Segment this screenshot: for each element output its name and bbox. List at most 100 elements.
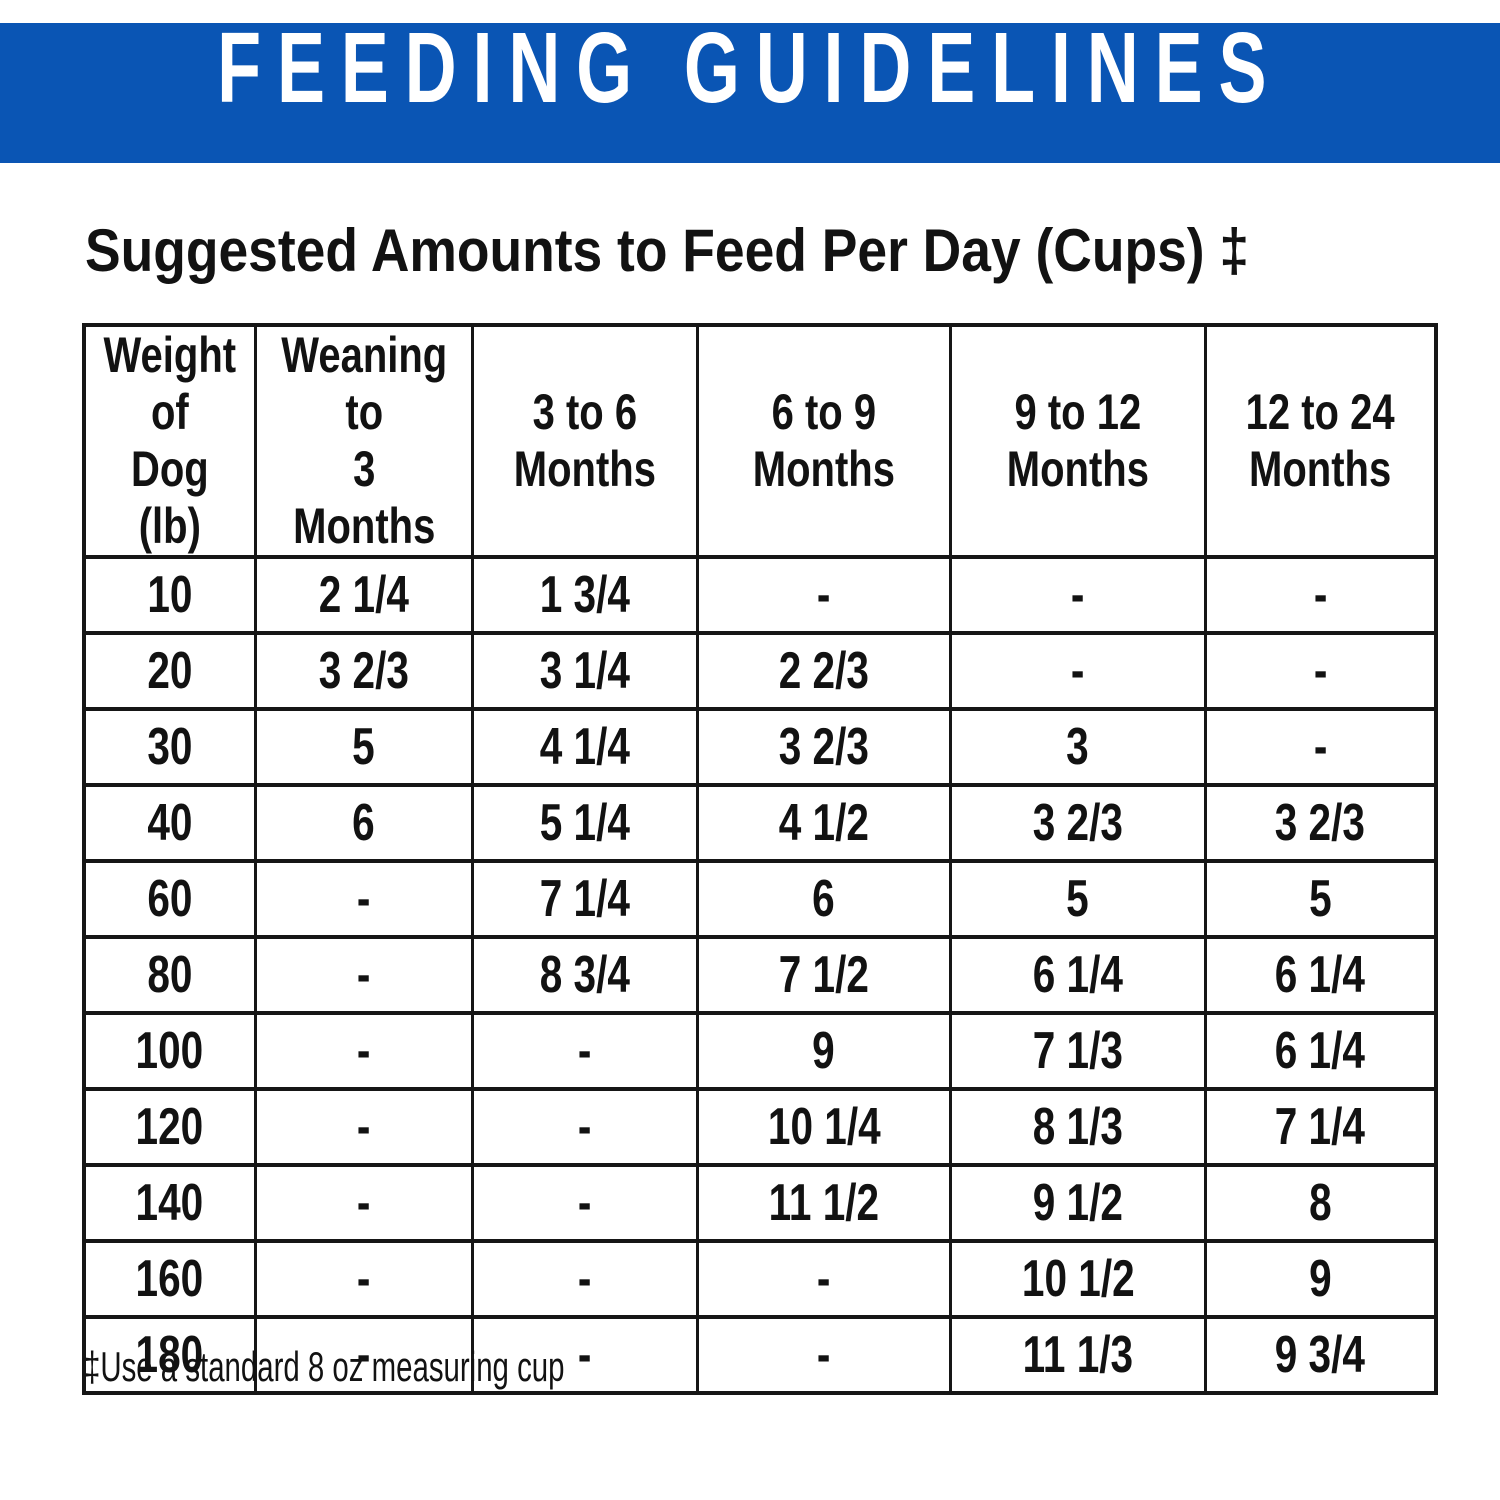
cups-value: 4 1/2 (778, 794, 869, 852)
table-cell: 7 1/4 (471, 859, 699, 939)
cups-value: - (357, 1174, 371, 1232)
table-header-cell: 12 to 24 Months (1203, 323, 1438, 559)
cups-value: - (817, 566, 831, 624)
weight-cell: 100 (82, 1011, 257, 1091)
cups-value: 8 (1308, 1174, 1332, 1232)
table-header-label: Weaning to 3 Months (280, 327, 447, 554)
table-cell: 5 1/4 (471, 783, 699, 863)
cups-value: - (1313, 642, 1328, 700)
cups-value: - (1071, 566, 1085, 624)
weight-cell: 80 (82, 935, 257, 1015)
weight-value: 120 (135, 1098, 204, 1156)
weight-cell: 180 (82, 1315, 257, 1395)
cups-value: 6 (352, 794, 376, 852)
table-cell: - (253, 1163, 475, 1243)
cups-value: 7 1/3 (1032, 1022, 1123, 1080)
table-cell: 9 3/4 (1203, 1315, 1438, 1395)
cups-value: 3 2/3 (1275, 794, 1366, 852)
cups-value: - (578, 1250, 592, 1308)
cups-value: - (578, 1174, 592, 1232)
feeding-table: Weight of Dog (lb) Weaning to 3 Months 3 t… (82, 323, 1438, 1395)
cups-value: 6 1/4 (1032, 946, 1123, 1004)
table-cell: - (1203, 555, 1438, 635)
table-header-cell: 9 to 12 Months (949, 323, 1207, 559)
footnote-text: ‡Use a standard 8 oz measuring cup (84, 1343, 565, 1390)
table-header-label: 6 to 9 Months (752, 384, 895, 497)
table-cell: - (471, 1011, 699, 1091)
table-cell: - (471, 1239, 699, 1319)
cups-value: 9 3/4 (1275, 1326, 1366, 1384)
cups-value: - (817, 1326, 831, 1384)
table-cell: 3 2/3 (949, 783, 1207, 863)
table-cell: 7 1/2 (695, 935, 953, 1015)
table-cell: 6 1/4 (949, 935, 1207, 1015)
table-cell: 2 1/4 (253, 555, 475, 635)
cups-value: 3 2/3 (318, 642, 410, 700)
table-cell: 5 (949, 859, 1207, 939)
cups-value: 10 1/2 (1021, 1250, 1135, 1308)
cups-value: 11 1/2 (768, 1174, 880, 1232)
cups-value: 5 (1308, 870, 1332, 928)
cups-value: 3 (1066, 718, 1090, 776)
table-cell: - (253, 935, 475, 1015)
table-header-row: Weight of Dog (lb) Weaning to 3 Months 3 t… (82, 323, 1438, 559)
weight-cell: 30 (82, 707, 257, 787)
table-header-label: 9 to 12 Months (1006, 384, 1149, 497)
weight-value: 60 (147, 870, 193, 928)
table-row: 100 - - 9 7 1/3 6 1/4 (82, 1011, 1438, 1091)
table-cell: - (695, 555, 953, 635)
cups-value: 7 1/2 (778, 946, 869, 1004)
table-cell: 8 1/3 (949, 1087, 1207, 1167)
table-cell: 2 2/3 (695, 631, 953, 711)
table-cell: - (695, 1239, 953, 1319)
table-cell: 3 2/3 (253, 631, 475, 711)
table-header-label: Weight of Dog (lb) (103, 327, 237, 554)
table-row: 30 5 4 1/4 3 2/3 3 - (82, 707, 1438, 787)
cups-value: 8 3/4 (539, 946, 630, 1004)
table-cell: - (695, 1315, 953, 1395)
weight-cell: 140 (82, 1163, 257, 1243)
table-cell: 5 (253, 707, 475, 787)
table-body: 10 2 1/4 1 3/4 - - - 20 3 2/3 3 1/4 2 2/3 - - 30 5 4 1… (82, 555, 1438, 1395)
weight-cell: 40 (82, 783, 257, 863)
table-row: 60 - 7 1/4 6 5 5 (82, 859, 1438, 939)
table-cell: 1 3/4 (471, 555, 699, 635)
table-row: 160 - - - 10 1/2 9 (82, 1239, 1438, 1319)
table-row: 80 - 8 3/4 7 1/2 6 1/4 6 1/4 (82, 935, 1438, 1015)
weight-value: 10 (147, 566, 193, 624)
cups-value: 3 2/3 (1032, 794, 1123, 852)
cups-value: 9 (1308, 1250, 1332, 1308)
table-row: 180 - - - 11 1/3 9 3/4 (82, 1315, 1438, 1395)
weight-value: 20 (147, 642, 193, 700)
table-cell: - (253, 1315, 475, 1395)
weight-value: 80 (147, 946, 193, 1004)
table-cell: 11 1/2 (695, 1163, 953, 1243)
table-header-label: 12 to 24 Months (1245, 384, 1395, 497)
cups-value: - (1071, 642, 1085, 700)
footnote: ‡Use a standard 8 oz measuring cup (84, 1344, 770, 1390)
table-cell: 9 (695, 1011, 953, 1091)
cups-value: - (357, 1326, 371, 1384)
cups-value: 11 1/3 (1022, 1326, 1134, 1384)
table-cell: 6 1/4 (1203, 935, 1438, 1015)
table-row: 10 2 1/4 1 3/4 - - - (82, 555, 1438, 635)
cups-value: 5 (352, 718, 376, 776)
cups-value: 10 1/4 (767, 1098, 881, 1156)
table-cell: 5 (1203, 859, 1438, 939)
table-cell: - (1203, 707, 1438, 787)
table-header-cell: 6 to 9 Months (695, 323, 953, 559)
weight-value: 40 (147, 794, 193, 852)
table-cell: - (253, 1239, 475, 1319)
table-cell: - (471, 1087, 699, 1167)
table-header-label: 3 to 6 Months (513, 384, 656, 497)
table-cell: 6 1/4 (1203, 1011, 1438, 1091)
weight-cell: 120 (82, 1087, 257, 1167)
cups-value: - (578, 1098, 592, 1156)
table-header-cell: 3 to 6 Months (471, 323, 699, 559)
table-cell: - (253, 1087, 475, 1167)
table-cell: 9 (1203, 1239, 1438, 1319)
table-cell: 8 (1203, 1163, 1438, 1243)
table-cell: 3 (949, 707, 1207, 787)
subtitle-text: Suggested Amounts to Feed Per Day (Cups)… (85, 217, 1250, 284)
